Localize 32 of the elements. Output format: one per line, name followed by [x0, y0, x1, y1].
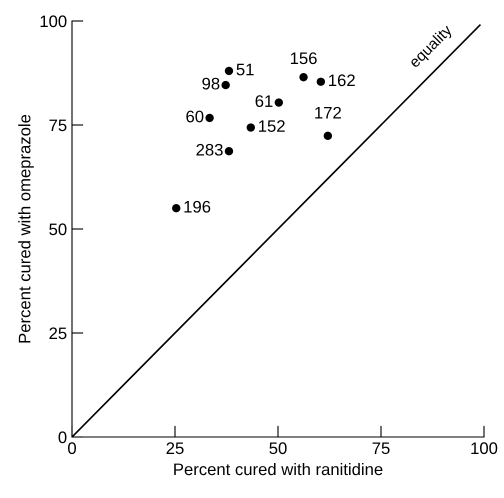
point — [224, 66, 234, 76]
point — [274, 98, 283, 107]
point — [316, 78, 326, 86]
point — [172, 204, 180, 212]
x-tick-label: 50 — [269, 442, 287, 454]
annotation: 156 — [290, 52, 317, 64]
annotation: 196 — [184, 200, 210, 213]
x-tick-label: 0 — [68, 442, 76, 454]
annotation: 152 — [259, 120, 285, 132]
annotation: 61 — [256, 95, 272, 108]
point — [246, 123, 255, 132]
x-tick-label: 25 — [166, 442, 184, 454]
point — [205, 114, 214, 122]
y-tick-label: 50 — [49, 223, 66, 236]
annotation: 60 — [186, 110, 204, 122]
x-axis-title: Percent cured with ranitidine — [174, 462, 382, 476]
y-axis-title: Percent cured with omeprazole — [18, 114, 34, 342]
y-tick-label: 75 — [49, 120, 66, 132]
point — [222, 80, 230, 90]
y-tick-label: 0 — [58, 431, 66, 444]
y-tick-label: 25 — [49, 327, 66, 340]
point — [324, 132, 332, 140]
x-tick-label: 75 — [372, 442, 390, 454]
point — [299, 72, 308, 82]
annotation: 283 — [196, 144, 223, 156]
annotation: 98 — [202, 78, 220, 90]
y-tick-label: 100 — [40, 15, 66, 28]
point — [224, 147, 234, 156]
annotation: 51 — [236, 64, 254, 76]
annotation: 162 — [329, 74, 355, 86]
x-tick-label: 100 — [471, 442, 498, 454]
annotation: 172 — [315, 106, 341, 118]
